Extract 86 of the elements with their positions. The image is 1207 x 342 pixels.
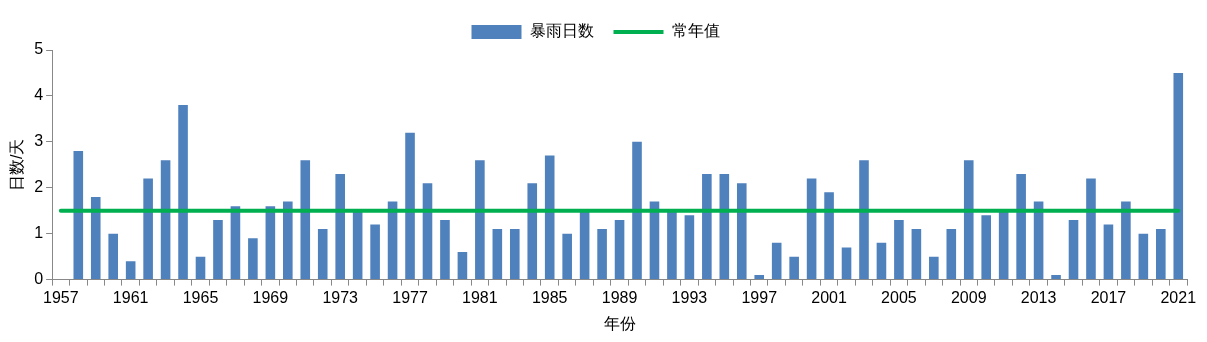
bar xyxy=(684,215,695,280)
x-tick-label: 1969 xyxy=(252,288,289,306)
y-axis-title: 日数/天 xyxy=(8,138,26,192)
x-tick-label: 1977 xyxy=(392,288,428,306)
bar xyxy=(178,105,188,280)
bar xyxy=(492,229,503,280)
bar xyxy=(1016,173,1026,280)
bar xyxy=(719,173,730,280)
x-tick-label: 1985 xyxy=(531,288,568,306)
bar xyxy=(143,178,153,280)
y-tick-label: 2 xyxy=(34,178,44,196)
x-tick-label: 2013 xyxy=(1020,288,1057,306)
bar xyxy=(981,215,992,280)
bar xyxy=(335,173,345,280)
x-axis-title: 年份 xyxy=(603,314,636,332)
bar xyxy=(475,160,485,280)
bar xyxy=(370,224,380,280)
bar xyxy=(213,219,223,280)
bar xyxy=(544,155,555,280)
bar xyxy=(841,247,852,280)
bar xyxy=(911,229,922,280)
bar xyxy=(702,173,712,280)
bar xyxy=(859,160,869,280)
bar xyxy=(422,183,433,280)
bar xyxy=(597,229,607,280)
bar xyxy=(824,192,834,280)
bar xyxy=(1051,275,1061,280)
legend-label: 常年值 xyxy=(671,22,720,40)
x-tick-label: 2017 xyxy=(1090,288,1127,306)
x-tick-label: 2005 xyxy=(881,288,917,306)
bar xyxy=(998,210,1009,280)
y-tick-label: 4 xyxy=(34,86,44,104)
bar xyxy=(963,160,974,280)
bar xyxy=(160,160,171,280)
bar xyxy=(248,238,258,280)
bar xyxy=(562,233,572,280)
y-tick-label: 0 xyxy=(34,270,44,288)
bar xyxy=(876,242,887,280)
x-tick-label: 1997 xyxy=(741,288,778,306)
bar xyxy=(929,256,939,280)
x-tick-label: 1961 xyxy=(112,288,149,306)
bar xyxy=(1173,72,1184,280)
bar xyxy=(614,219,625,280)
y-tick-label: 3 xyxy=(34,132,44,150)
bar xyxy=(789,256,799,280)
bar xyxy=(1156,229,1166,280)
legend-label: 暴雨日数 xyxy=(529,22,594,40)
bar xyxy=(440,219,450,280)
bar xyxy=(1086,178,1096,280)
bar xyxy=(195,256,206,280)
bar xyxy=(771,242,782,280)
bar xyxy=(946,229,957,280)
bar xyxy=(1121,201,1131,280)
bar xyxy=(806,178,817,280)
bar xyxy=(90,196,101,280)
bar xyxy=(457,252,468,280)
x-tick-label: 1993 xyxy=(671,288,708,306)
x-tick-label: 1973 xyxy=(322,288,359,306)
x-tick-label: 2001 xyxy=(811,288,847,306)
bar xyxy=(527,183,538,280)
x-tick-label: 1989 xyxy=(601,288,638,306)
x-tick-label: 2021 xyxy=(1160,288,1197,306)
bar xyxy=(317,229,328,280)
bar xyxy=(352,210,363,280)
bar xyxy=(579,210,590,280)
x-tick-label: 2009 xyxy=(950,288,987,306)
bar xyxy=(509,229,520,280)
bar xyxy=(283,201,293,280)
bar xyxy=(1138,233,1149,280)
bar xyxy=(754,275,765,280)
bar xyxy=(73,151,84,280)
bar xyxy=(736,183,747,280)
x-tick-label: 1965 xyxy=(182,288,219,306)
x-tick-label: 1957 xyxy=(43,288,79,306)
bar xyxy=(1068,219,1079,280)
y-tick-label: 1 xyxy=(34,224,44,242)
bar xyxy=(632,141,642,280)
bar xyxy=(1103,224,1114,280)
y-tick-label: 5 xyxy=(34,40,44,58)
bar xyxy=(108,233,119,280)
x-tick-label: 1981 xyxy=(462,288,498,306)
bar xyxy=(300,160,311,280)
bar xyxy=(667,210,677,280)
bar xyxy=(894,219,904,280)
bar xyxy=(405,132,415,280)
bar xyxy=(125,261,136,280)
